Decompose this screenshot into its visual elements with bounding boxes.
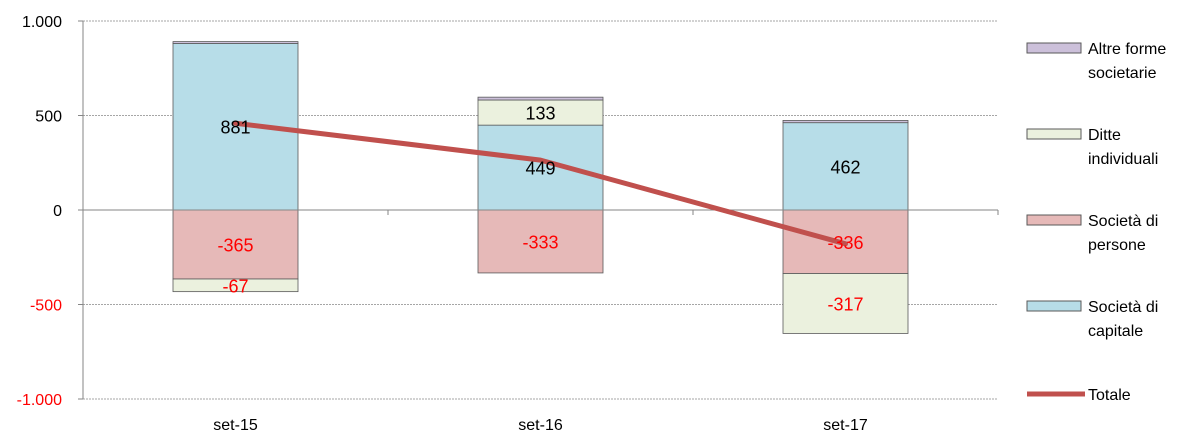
bar-segment bbox=[477, 96, 604, 101]
y-tick-label: 1.000 bbox=[22, 14, 62, 31]
y-tick-label: 0 bbox=[53, 203, 62, 220]
x-tick-label: set-16 bbox=[518, 417, 563, 434]
y-tick-label: -1.000 bbox=[17, 392, 62, 409]
bar-segment bbox=[782, 273, 909, 334]
data-label: 449 bbox=[525, 159, 555, 179]
y-axis: 1.000 500 0 -500 -1.000 bbox=[17, 14, 84, 409]
legend-label: Totale bbox=[1088, 387, 1131, 404]
data-label: -336 bbox=[827, 233, 863, 253]
x-axis bbox=[82, 209, 999, 215]
legend-swatch bbox=[1026, 300, 1082, 312]
legend-label: Società di bbox=[1088, 213, 1158, 230]
legend-label-line2: individuali bbox=[1088, 151, 1158, 168]
data-label: 133 bbox=[525, 104, 555, 124]
legend-label: Società di bbox=[1088, 299, 1158, 316]
legend-label-line2: persone bbox=[1088, 237, 1146, 254]
data-labels: 881 -365 -67 449 -333 133 462 -336 -317 bbox=[217, 104, 863, 315]
legend-swatch bbox=[1026, 214, 1082, 226]
legend-label-line2: capitale bbox=[1088, 323, 1143, 340]
bar-segment bbox=[172, 41, 299, 44]
data-label: 881 bbox=[220, 118, 250, 138]
legend-label: Altre forme bbox=[1088, 41, 1166, 58]
bars bbox=[172, 41, 909, 334]
data-label: -365 bbox=[217, 235, 253, 255]
data-label: 462 bbox=[830, 157, 860, 177]
x-tick-labels: set-15 set-16 set-17 bbox=[213, 417, 868, 434]
bar-segment bbox=[172, 209, 299, 280]
data-label: -333 bbox=[522, 232, 558, 252]
legend-label: Ditte bbox=[1088, 127, 1121, 144]
legend: Altre forme societarie Ditte individuali Soc… bbox=[1026, 41, 1166, 404]
legend-label-line2: societarie bbox=[1088, 65, 1157, 82]
data-label: -317 bbox=[827, 294, 863, 314]
total-line bbox=[233, 120, 848, 247]
bar-segment bbox=[477, 209, 604, 274]
bar-segment bbox=[782, 120, 909, 124]
legend-swatch bbox=[1026, 128, 1082, 140]
total-line-path bbox=[233, 120, 848, 247]
x-tick-label: set-15 bbox=[213, 417, 258, 434]
x-tick-label: set-17 bbox=[823, 417, 868, 434]
y-tick-label: 500 bbox=[35, 109, 62, 126]
legend-swatch bbox=[1026, 42, 1082, 54]
bar-segment bbox=[477, 99, 604, 126]
bar-segment bbox=[782, 122, 909, 211]
data-label: -67 bbox=[222, 276, 248, 296]
y-tick-label: -500 bbox=[30, 298, 62, 315]
bar-segment bbox=[172, 278, 299, 293]
